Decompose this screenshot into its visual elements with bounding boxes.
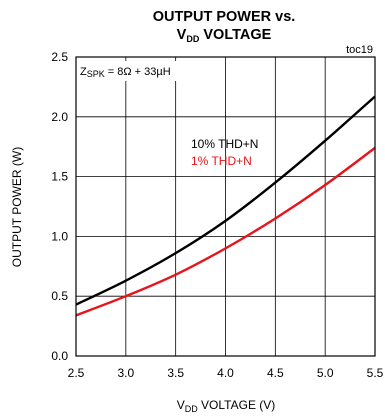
series-lines <box>75 95 376 317</box>
series-label-1pct: 1% THD+N <box>191 154 252 168</box>
y-tick-label: 2.5 <box>51 50 68 64</box>
x-tick-labels: 2.5 3.0 3.5 4.0 4.5 5.0 5.5 <box>68 366 384 380</box>
y-tick-label: 1.5 <box>51 170 68 184</box>
x-tick-label: 2.5 <box>68 366 85 380</box>
y-tick-label: 0.0 <box>51 349 68 363</box>
chart-title-v: V <box>177 27 187 43</box>
y-tick-label: 0.5 <box>51 289 68 303</box>
x-tick-label: 5.0 <box>317 366 334 380</box>
condition-rest: = 8Ω + 33µH <box>105 66 171 78</box>
x-tick-label: 4.0 <box>217 366 234 380</box>
y-tick-label: 2.0 <box>51 110 68 124</box>
figure-tag: toc19 <box>346 44 373 56</box>
condition-label: ZSPK = 8Ω + 33µH <box>80 66 171 79</box>
x-tick-label: 3.5 <box>167 366 184 380</box>
series-line-10pct-thd <box>75 95 376 306</box>
x-axis-rest: VOLTAGE (V) <box>198 398 276 412</box>
x-tick-label: 3.0 <box>117 366 134 380</box>
y-tick-labels: 0.0 0.5 1.0 1.5 2.0 2.5 <box>51 50 68 363</box>
series-line-1pct-thd <box>75 146 376 317</box>
grid-lines <box>75 56 376 357</box>
chart-title-line2: VDD VOLTAGE <box>177 27 272 44</box>
y-tick-label: 1.0 <box>51 229 68 243</box>
plot-frame <box>75 56 376 357</box>
y-axis-label: OUTPUT POWER (W) <box>10 147 24 267</box>
condition-z: Z <box>80 66 87 78</box>
series-label-10pct: 10% THD+N <box>191 137 258 151</box>
chart-title-sub: DD <box>186 34 199 44</box>
x-axis-label: VDD VOLTAGE (V) <box>177 398 276 414</box>
chart-title-line1: OUTPUT POWER vs. <box>153 9 296 25</box>
condition-backing <box>78 61 182 81</box>
x-tick-label: 4.5 <box>267 366 284 380</box>
condition-sub: SPK <box>87 69 105 79</box>
chart-title-rest: VOLTAGE <box>199 27 271 43</box>
x-axis-sub: DD <box>185 404 198 414</box>
x-tick-label: 5.5 <box>367 366 384 380</box>
x-axis-v: V <box>177 398 185 412</box>
